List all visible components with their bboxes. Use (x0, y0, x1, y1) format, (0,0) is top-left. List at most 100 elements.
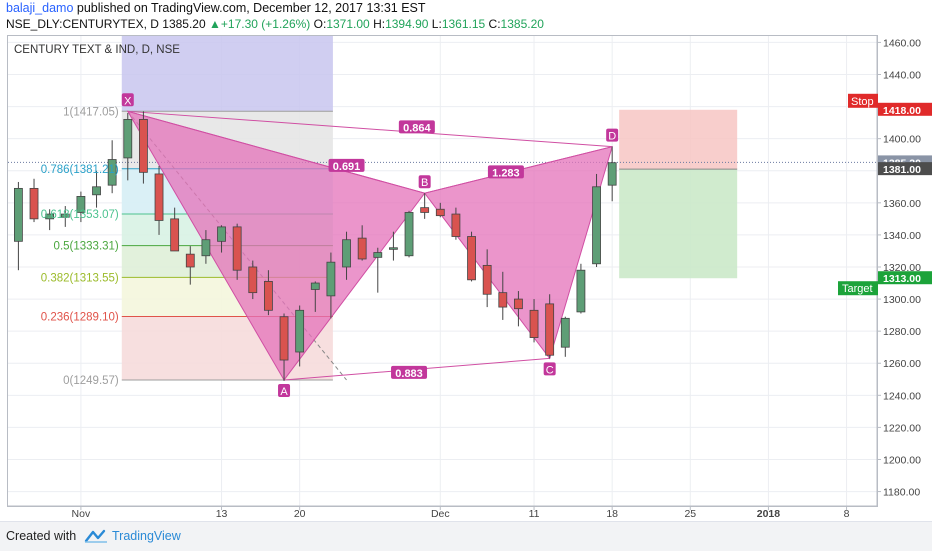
candle-body (45, 213, 55, 220)
tradingview-brand[interactable]: TradingView (112, 529, 181, 543)
candle-body (154, 173, 164, 221)
candle-body (264, 281, 273, 311)
open-value: 1371.00 (326, 17, 370, 31)
last-price: 1385.20 (162, 17, 206, 31)
chart-title: CENTURY TEXT & IND, D, NSE (14, 44, 180, 56)
price-axis-label: 1460.00 (883, 37, 921, 49)
price-axis-label: 1340.00 (883, 230, 921, 242)
time-axis-label: 20 (294, 508, 306, 520)
ratio-label: 0.691 (333, 161, 361, 173)
tradingview-logo-icon (84, 529, 107, 543)
stop-zone (619, 109, 738, 170)
price-axis-label: 1280.00 (883, 326, 921, 338)
time-axis-label: 11 (529, 508, 540, 520)
pattern-xb-line (127, 110, 425, 194)
pattern-point-badge (418, 175, 431, 189)
close-label: C: (488, 17, 501, 31)
fib-level-label: 0.5(1333.31) (54, 241, 119, 253)
candle-body (357, 237, 367, 260)
candle-body (326, 261, 336, 297)
price-chart[interactable]: 1(1417.05) 0.786(1381.21) 0.618(1353.07) 0.… (0, 0, 932, 521)
fib-level-label: 1(1417.05) (63, 106, 119, 118)
pattern-point-label: C (546, 364, 554, 376)
candle-body (467, 236, 476, 281)
time-axis-label: Nov (72, 508, 91, 520)
entry-price-tag (878, 162, 932, 176)
price-axis-label: 1360.00 (883, 198, 921, 210)
candle-body (342, 239, 351, 268)
ohlc-line: NSE_DLY:CENTURYTEX, D 1385.20 ▲+17.30 (+… (6, 17, 544, 31)
pattern-point-label: B (421, 177, 428, 189)
candle-body (404, 212, 414, 257)
candle-body (310, 282, 320, 290)
publish-line: balaji_damo published on TradingView.com… (6, 1, 426, 15)
candle-body (373, 252, 383, 258)
pattern-xd-line (127, 110, 613, 148)
target-label: Target (842, 283, 873, 295)
pattern-point-label: A (280, 386, 288, 398)
candle-body (498, 292, 508, 308)
candle-body (232, 226, 242, 271)
price-axis-label: 1440.00 (883, 69, 921, 81)
published-text: published on TradingView.com, December 1… (76, 1, 426, 15)
candle-body (217, 226, 226, 242)
candle-body (76, 196, 86, 213)
time-axis-label: 2018 (757, 508, 781, 520)
price-axis-label: 1220.00 (883, 422, 921, 434)
high-value: 1394.90 (385, 17, 429, 31)
candle-body (139, 119, 148, 173)
ratio-label: 0.883 (395, 368, 423, 380)
candle-body (92, 186, 101, 196)
candle-body (107, 159, 117, 186)
stop-label-box (848, 93, 878, 108)
price-axis-label: 1300.00 (883, 294, 921, 306)
time-axis-label: 25 (684, 508, 696, 520)
target-price-tag-text: 1313.00 (883, 273, 921, 285)
target-label-box (838, 281, 878, 296)
price-axis-label: 1260.00 (883, 358, 921, 370)
ratio-badge (328, 158, 365, 172)
open-label: O: (313, 17, 327, 31)
candle-body (482, 264, 492, 295)
candle-body (607, 162, 617, 186)
chart-header: balaji_damo published on TradingView.com… (0, 0, 932, 36)
candle-body (185, 253, 195, 268)
fib-level-label: 0.236(1289.10) (41, 312, 119, 324)
author-link[interactable]: balaji_damo (6, 1, 74, 15)
pattern-point-badge (278, 383, 291, 397)
candle-body (529, 309, 539, 338)
candle-body (60, 213, 70, 218)
time-axis-label: 13 (216, 508, 228, 520)
pattern-point-badge (121, 93, 134, 107)
up-arrow-icon: ▲ (209, 17, 221, 31)
stop-price-tag (878, 102, 932, 116)
fib-level-label: 0(1249.57) (63, 375, 119, 387)
pattern-point-label: D (608, 131, 616, 143)
fib-level-label: 0.382(1313.55) (41, 272, 119, 284)
candle-body (435, 208, 445, 217)
target-zone (619, 169, 738, 279)
ratio-label: 1.283 (492, 167, 520, 179)
candle-body (592, 186, 601, 265)
close-value: 1385.20 (500, 17, 544, 31)
candle-body (248, 266, 258, 294)
fib-level-label: 0.618(1353.07) (41, 209, 119, 221)
candle-body (514, 298, 523, 310)
plot-area (8, 36, 877, 506)
ratio-badge (487, 165, 524, 179)
stop-label: Stop (851, 96, 874, 108)
change-value: +17.30 (+1.26%) (220, 17, 311, 31)
candle-body (420, 207, 430, 213)
fib-level-label: 0.786(1381.21) (41, 164, 119, 176)
pattern-point-label: X (124, 95, 132, 107)
candle-body (123, 119, 133, 159)
low-label: L: (431, 17, 442, 31)
created-with-text: Created with (6, 529, 77, 543)
price-axis-label: 1320.00 (883, 262, 921, 274)
candle-body (279, 316, 289, 361)
candle-body (389, 247, 398, 250)
ratio-badge (398, 120, 435, 134)
price-axis-label: 1180.00 (883, 487, 920, 499)
pattern-point-badge (543, 362, 556, 376)
price-axis-label: 1200.00 (883, 454, 921, 466)
